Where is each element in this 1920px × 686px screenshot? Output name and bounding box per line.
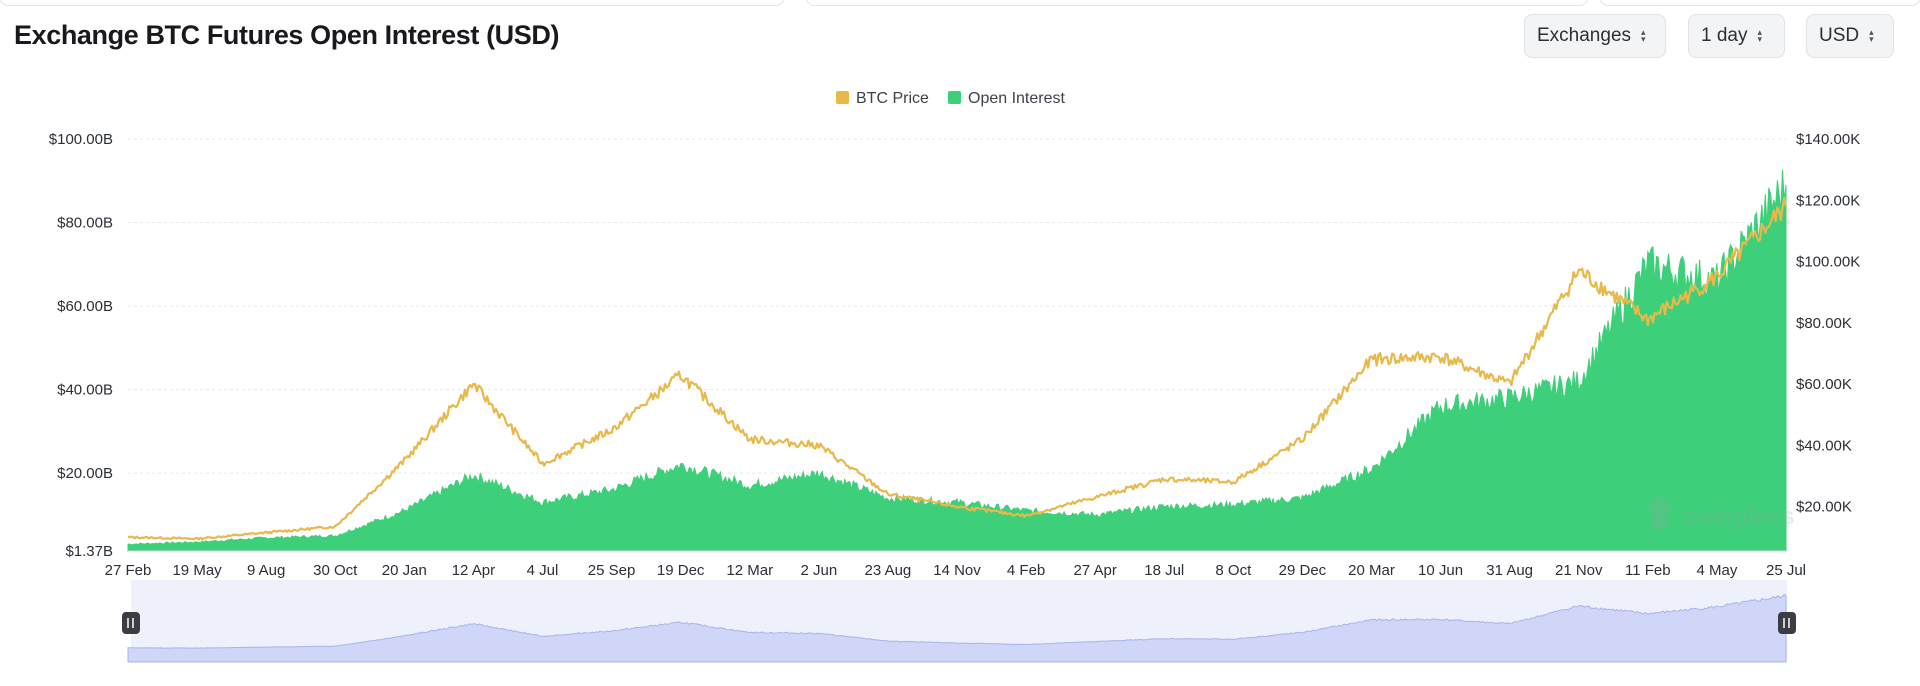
legend-item-btc-price[interactable]: BTC Price [836, 90, 929, 107]
x-tick-label: 29 Dec [1279, 562, 1327, 579]
legend-item-open-interest[interactable]: Open Interest [948, 90, 1066, 107]
x-tick-label: 19 May [172, 562, 222, 579]
y-left-tick-label: $1.37B [65, 543, 113, 560]
chart-title: Exchange BTC Futures Open Interest (USD) [14, 20, 560, 50]
navigator-handle-right[interactable] [1778, 612, 1796, 634]
x-tick-label: 30 Oct [313, 562, 358, 579]
navigator [122, 580, 1796, 663]
chevron-updown-icon: ▴ ▾ [1869, 27, 1874, 44]
x-axis: 27 Feb 19 May 9 Aug 30 Oct 20 Jan 12 Apr 4 Jul… [105, 550, 1806, 579]
x-tick-label: 25 Sep [588, 562, 636, 579]
x-tick-label: 8 Oct [1215, 562, 1252, 579]
coinglass-logo-icon [1649, 497, 1671, 530]
left-axis: $1.37B $20.00B $40.00B $60.00B $80.00B $100.0… [49, 131, 113, 560]
watermark-text: coinglass [1684, 503, 1795, 530]
x-tick-label: 9 Aug [247, 562, 285, 579]
y-left-tick-label: $100.00B [49, 131, 113, 148]
legend-label-open-interest: Open Interest [968, 90, 1066, 107]
x-tick-label: 25 Jul [1766, 562, 1806, 579]
interval-select[interactable]: 1 day ▴ ▾ [1688, 14, 1785, 58]
x-tick-label: 10 Jun [1418, 562, 1463, 579]
y-left-tick-label: $40.00B [57, 382, 113, 399]
navigator-area [127, 593, 1787, 663]
currency-select[interactable]: USD ▴ ▾ [1806, 14, 1894, 58]
x-tick-label: 20 Mar [1348, 562, 1395, 579]
navigator-handle-left[interactable] [122, 612, 140, 634]
exchanges-select-label: Exchanges [1537, 25, 1632, 46]
x-tick-label: 4 Feb [1007, 562, 1045, 579]
chevron-updown-icon: ▴ ▾ [1641, 27, 1646, 44]
exchanges-select[interactable]: Exchanges ▴ ▾ [1524, 14, 1666, 58]
x-tick-label: 2 Jun [800, 562, 837, 579]
y-right-tick-label: $140.00K [1796, 131, 1860, 148]
y-right-tick-label: $120.00K [1796, 192, 1860, 209]
navigator-series [127, 593, 1787, 663]
y-right-tick-label: $20.00K [1796, 499, 1852, 516]
legend-label-btc-price: BTC Price [856, 90, 929, 107]
x-tick-label: 23 Aug [865, 562, 912, 579]
y-left-tick-label: $20.00B [57, 465, 113, 482]
interval-select-label: 1 day [1701, 25, 1748, 46]
series-layer [127, 169, 1788, 552]
legend: BTC Price Open Interest [836, 90, 1066, 107]
x-tick-label: 11 Feb [1625, 562, 1671, 579]
watermark: coinglass [1649, 497, 1795, 530]
x-tick-label: 4 Jul [527, 562, 559, 579]
x-tick-label: 19 Dec [657, 562, 705, 579]
chevron-updown-icon: ▴ ▾ [1757, 27, 1763, 44]
series-btc-price-line[interactable] [127, 196, 1788, 541]
y-left-tick-label: $80.00B [57, 215, 113, 232]
legend-swatch-open-interest [948, 91, 961, 104]
x-tick-label: 20 Jan [382, 562, 427, 579]
y-right-tick-label: $80.00K [1796, 315, 1852, 332]
currency-select-label: USD [1819, 25, 1860, 46]
x-tick-label: 21 Nov [1555, 562, 1603, 579]
x-tick-label: 27 Apr [1073, 562, 1116, 579]
legend-swatch-btc-price [836, 91, 849, 104]
right-axis: $20.00K $40.00K $60.00K $80.00K $100.00K $120… [1796, 131, 1860, 516]
x-tick-label: 27 Feb [105, 562, 152, 579]
x-tick-label: 14 Nov [933, 562, 981, 579]
y-left-tick-label: $60.00B [57, 298, 113, 315]
x-tick-label: 18 Jul [1144, 562, 1184, 579]
y-right-tick-label: $40.00K [1796, 437, 1852, 454]
y-right-tick-label: $60.00K [1796, 376, 1852, 393]
x-tick-label: 4 May [1696, 562, 1737, 579]
series-open-interest-area[interactable] [127, 169, 1787, 552]
y-right-tick-label: $100.00K [1796, 254, 1860, 271]
x-tick-label: 12 Mar [726, 562, 773, 579]
x-tick-label: 31 Aug [1486, 562, 1533, 579]
x-tick-label: 12 Apr [452, 562, 495, 579]
